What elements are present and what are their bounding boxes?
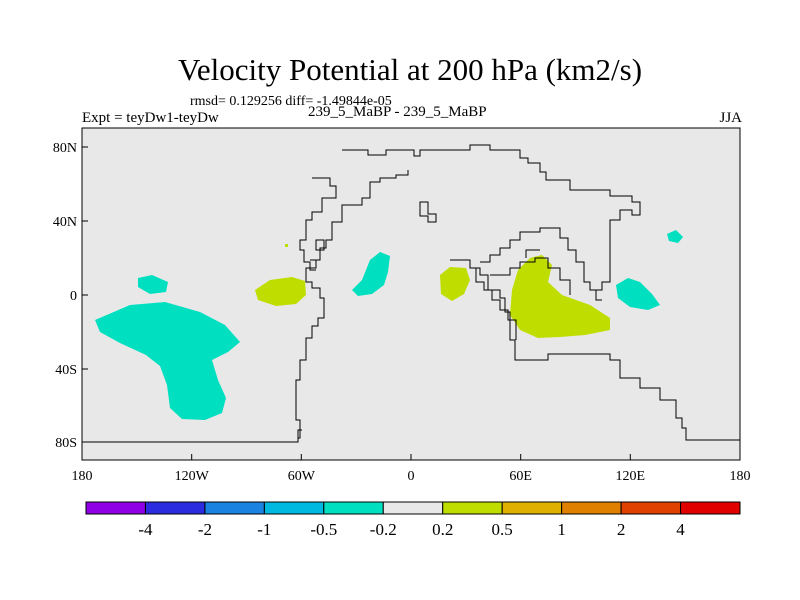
colorbar-swatch (85, 501, 146, 515)
lat-tick-label: 80N (53, 141, 77, 156)
lon-tick-label: 60E (509, 469, 532, 484)
colorbar-swatch (561, 501, 622, 515)
experiment-label: Expt = teyDw1-teyDw (82, 110, 219, 126)
negative-region-atlantic (352, 252, 390, 296)
negative-region-west-pacific (616, 278, 660, 310)
lon-tick-label: 0 (408, 469, 415, 484)
lon-tick-label: 120E (616, 469, 646, 484)
negative-region-east-pacific (138, 275, 168, 294)
positive-region-africa (440, 267, 470, 301)
lat-tick-label: 80S (55, 436, 77, 451)
negative-regions (95, 230, 683, 420)
negative-region-south-pacific (95, 302, 240, 420)
colorbar-label: -4 (138, 520, 153, 539)
lat-tick-label: 40S (55, 363, 77, 378)
colorbar-swatch (204, 501, 265, 515)
colorbar-label: 2 (617, 520, 626, 539)
colorbar-label: -0.5 (310, 520, 337, 539)
tick-marks (81, 146, 741, 460)
coastline-eurasia-africa (450, 227, 740, 441)
positive-region-indian-ocean (510, 255, 610, 338)
positive-region-central-america (255, 277, 306, 306)
lon-tick-label: 180 (72, 469, 93, 484)
lat-tick-label: 40N (53, 215, 77, 230)
colorbar-swatch (501, 501, 563, 515)
coastline-south-america-south (82, 429, 302, 443)
lat-tick-label: 0 (70, 289, 77, 304)
colorbar-label: -0.2 (370, 520, 397, 539)
season-label: JJA (719, 110, 742, 126)
colorbar-labels: -4 -2 -1 -0.5 -0.2 0.2 0.5 1 2 4 (138, 520, 685, 539)
colorbar-swatch (442, 501, 503, 515)
lon-tick-label: 120W (175, 469, 210, 484)
colorbar-swatch (263, 501, 325, 515)
cases-label: 239_5_MaBP - 239_5_MaBP (308, 104, 487, 120)
chart-title: Velocity Potential at 200 hPa (km2/s) (177, 52, 643, 87)
lon-tick-label: 60W (288, 469, 316, 484)
longitude-labels: 180 120W 60W 0 60E 120E 180 (72, 469, 751, 484)
colorbar-swatch (144, 501, 206, 515)
colorbar-swatch (323, 501, 384, 515)
positive-regions (255, 244, 610, 338)
negative-region-north-pacific (667, 230, 683, 243)
colorbar-label: -1 (257, 520, 271, 539)
positive-region-small (285, 244, 288, 247)
colorbar (85, 501, 741, 515)
coastline-americas (295, 144, 641, 439)
stats-label: rmsd= 0.129256 diff= -1.49844e-05 (190, 94, 392, 109)
colorbar-swatch (382, 501, 444, 515)
colorbar-label: 1 (557, 520, 566, 539)
colorbar-swatch (680, 501, 741, 515)
coastlines (82, 144, 740, 443)
colorbar-label: 0.2 (432, 520, 453, 539)
colorbar-swatch (620, 501, 682, 515)
latitude-labels: 80N 40N 0 40S 80S (53, 141, 77, 451)
lon-tick-label: 180 (730, 469, 751, 484)
colorbar-label: -2 (198, 520, 212, 539)
colorbar-label: 4 (676, 520, 685, 539)
colorbar-label: 0.5 (492, 520, 513, 539)
